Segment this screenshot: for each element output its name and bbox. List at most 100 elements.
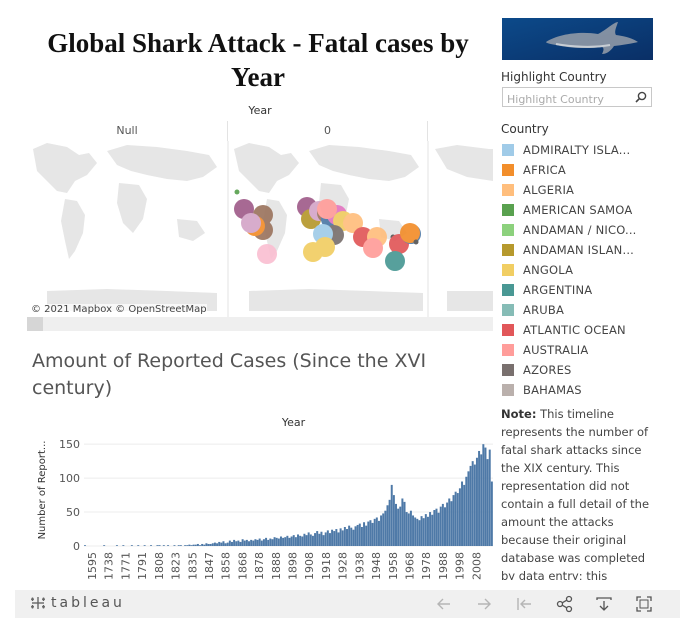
bar[interactable] <box>482 444 485 546</box>
bar[interactable] <box>339 528 342 546</box>
bar[interactable] <box>403 501 406 546</box>
bar[interactable] <box>294 537 297 546</box>
bar[interactable] <box>488 449 491 546</box>
undo-icon[interactable] <box>434 594 454 614</box>
bar[interactable] <box>446 502 449 546</box>
bar[interactable] <box>377 520 380 546</box>
bar[interactable] <box>409 510 412 546</box>
bar[interactable] <box>318 533 321 546</box>
bar[interactable] <box>320 531 323 546</box>
legend-item[interactable]: ATLANTIC OCEAN <box>502 320 662 340</box>
bar[interactable] <box>196 543 199 546</box>
search-icon[interactable] <box>634 90 648 104</box>
bar[interactable] <box>450 501 453 546</box>
bar[interactable] <box>211 543 214 546</box>
bar[interactable] <box>256 539 259 546</box>
bar[interactable] <box>401 498 404 546</box>
bar[interactable] <box>290 536 293 546</box>
fullscreen-icon[interactable] <box>634 594 654 614</box>
bar[interactable] <box>467 471 470 546</box>
bar[interactable] <box>243 540 246 546</box>
bar[interactable] <box>486 459 489 546</box>
bar[interactable] <box>222 541 225 546</box>
bar[interactable] <box>265 537 268 546</box>
bar[interactable] <box>369 520 372 546</box>
bar[interactable] <box>279 536 282 546</box>
legend-item[interactable]: BAHAMAS <box>502 380 662 400</box>
bar[interactable] <box>277 538 280 546</box>
bar[interactable] <box>260 540 263 546</box>
bar[interactable] <box>437 512 440 546</box>
bar[interactable] <box>314 533 317 546</box>
bar[interactable] <box>471 461 474 546</box>
legend-item[interactable]: AMERICAN SAMOA <box>502 200 662 220</box>
bar[interactable] <box>162 545 165 546</box>
bar[interactable] <box>115 545 118 546</box>
bar[interactable] <box>424 514 427 546</box>
bar[interactable] <box>301 536 304 546</box>
bar[interactable] <box>461 481 464 546</box>
bar[interactable] <box>426 516 429 546</box>
bar[interactable] <box>173 545 176 546</box>
bar[interactable] <box>326 530 329 546</box>
bar[interactable] <box>299 535 302 546</box>
bar[interactable] <box>288 537 291 546</box>
bar[interactable] <box>273 537 276 546</box>
bar[interactable] <box>226 542 229 546</box>
bar[interactable] <box>239 541 242 546</box>
bar[interactable] <box>177 545 180 546</box>
legend-item[interactable]: ANDAMAN ISLAN... <box>502 240 662 260</box>
bar[interactable] <box>363 522 366 546</box>
bar[interactable] <box>412 515 415 546</box>
bar[interactable] <box>284 537 287 546</box>
bar[interactable] <box>143 545 146 546</box>
bar[interactable] <box>441 503 444 546</box>
bar[interactable] <box>218 541 221 546</box>
share-icon[interactable] <box>555 594 575 614</box>
bar[interactable] <box>371 522 374 546</box>
bar[interactable] <box>386 505 389 546</box>
bar[interactable] <box>207 543 210 546</box>
bar[interactable] <box>444 507 446 546</box>
bar[interactable] <box>335 529 338 546</box>
legend-item[interactable]: ANDAMAN / NICO... <box>502 220 662 240</box>
bar[interactable] <box>341 530 344 546</box>
bar[interactable] <box>286 535 289 546</box>
bar[interactable] <box>282 537 285 546</box>
bar[interactable] <box>150 545 153 546</box>
world-map[interactable] <box>27 141 493 317</box>
bar[interactable] <box>269 538 272 546</box>
bar[interactable] <box>469 465 472 546</box>
bar[interactable] <box>420 516 423 546</box>
bar[interactable] <box>275 537 278 546</box>
bar[interactable] <box>292 535 295 546</box>
bar[interactable] <box>235 541 238 546</box>
bar[interactable] <box>431 514 434 546</box>
bar[interactable] <box>203 544 206 546</box>
bar[interactable] <box>422 518 425 546</box>
bar[interactable] <box>346 529 348 546</box>
bar[interactable] <box>199 545 202 546</box>
bar[interactable] <box>103 545 106 546</box>
bar[interactable] <box>354 526 357 546</box>
bar[interactable] <box>307 532 310 546</box>
bar[interactable] <box>186 545 189 546</box>
bar[interactable] <box>130 545 133 546</box>
bar[interactable] <box>399 506 402 546</box>
download-icon[interactable] <box>594 594 614 614</box>
bar[interactable] <box>224 543 227 546</box>
map-scrollbar[interactable] <box>27 317 43 331</box>
bar[interactable] <box>213 542 216 546</box>
bar[interactable] <box>184 545 187 546</box>
map-area[interactable]: © 2021 Mapbox © OpenStreetMap <box>27 141 493 317</box>
bar[interactable] <box>429 512 432 546</box>
bar[interactable] <box>201 543 204 546</box>
bar[interactable] <box>456 493 459 546</box>
legend-item[interactable]: AFRICA <box>502 160 662 180</box>
bar[interactable] <box>373 518 376 546</box>
bar[interactable] <box>245 539 248 546</box>
bar[interactable] <box>297 534 300 546</box>
bar[interactable] <box>350 527 353 546</box>
bar[interactable] <box>316 531 319 546</box>
bar[interactable] <box>395 503 397 546</box>
